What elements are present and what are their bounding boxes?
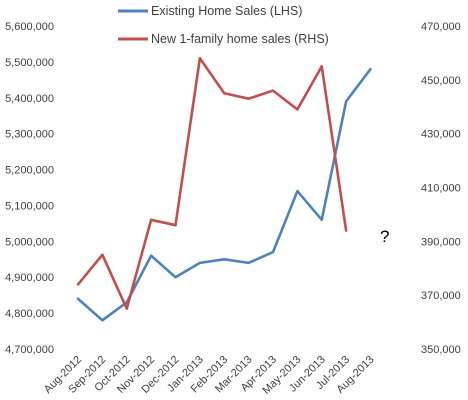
left-axis-tick-label: 5,200,000 <box>5 165 54 177</box>
left-axis-tick-label: 5,100,000 <box>5 200 54 212</box>
right-axis-tick-label: 410,000 <box>421 183 461 195</box>
left-axis-tick-label: 5,400,000 <box>5 93 54 105</box>
legend: Existing Home Sales (LHS) New 1-family h… <box>118 4 329 46</box>
question-mark-annotation: ? <box>380 227 389 246</box>
legend-label-existing-home-sales: Existing Home Sales (LHS) <box>151 4 302 18</box>
right-axis-tick-label: 450,000 <box>421 75 461 87</box>
left-axis-ticks: 4,700,000 4,800,000 4,900,000 5,000,000 5,10… <box>5 21 54 356</box>
x-axis-ticks: Aug-2012Sep-2012Oct-2012Nov-2012Dec-2012… <box>42 354 377 397</box>
series-line-existing-home-sales <box>76 67 372 322</box>
left-axis-tick-label: 5,300,000 <box>5 129 54 141</box>
right-axis-tick-label: 390,000 <box>421 236 461 248</box>
legend-label-new-home-sales: New 1-family home sales (RHS) <box>151 32 329 46</box>
legend-item-existing-home-sales: Existing Home Sales (LHS) <box>118 4 302 18</box>
right-axis-tick-label: 350,000 <box>421 344 461 356</box>
right-axis-tick-label: 370,000 <box>421 290 461 302</box>
left-axis-tick-label: 4,700,000 <box>5 344 54 356</box>
left-axis-tick-label: 4,800,000 <box>5 308 54 320</box>
left-axis-tick-label: 4,900,000 <box>5 272 54 284</box>
left-axis-tick-label: 5,000,000 <box>5 236 54 248</box>
right-axis-ticks: 350,000 370,000 390,000 410,000 430,000 450,0… <box>421 21 461 356</box>
left-axis-tick-label: 5,600,000 <box>5 21 54 33</box>
right-axis-tick-label: 470,000 <box>421 21 461 33</box>
left-axis-tick-label: 5,500,000 <box>5 57 54 69</box>
right-axis-tick-label: 430,000 <box>421 129 461 141</box>
series-line-new-home-sales <box>76 56 348 310</box>
legend-item-new-home-sales: New 1-family home sales (RHS) <box>118 32 329 46</box>
series-lines <box>76 56 372 322</box>
